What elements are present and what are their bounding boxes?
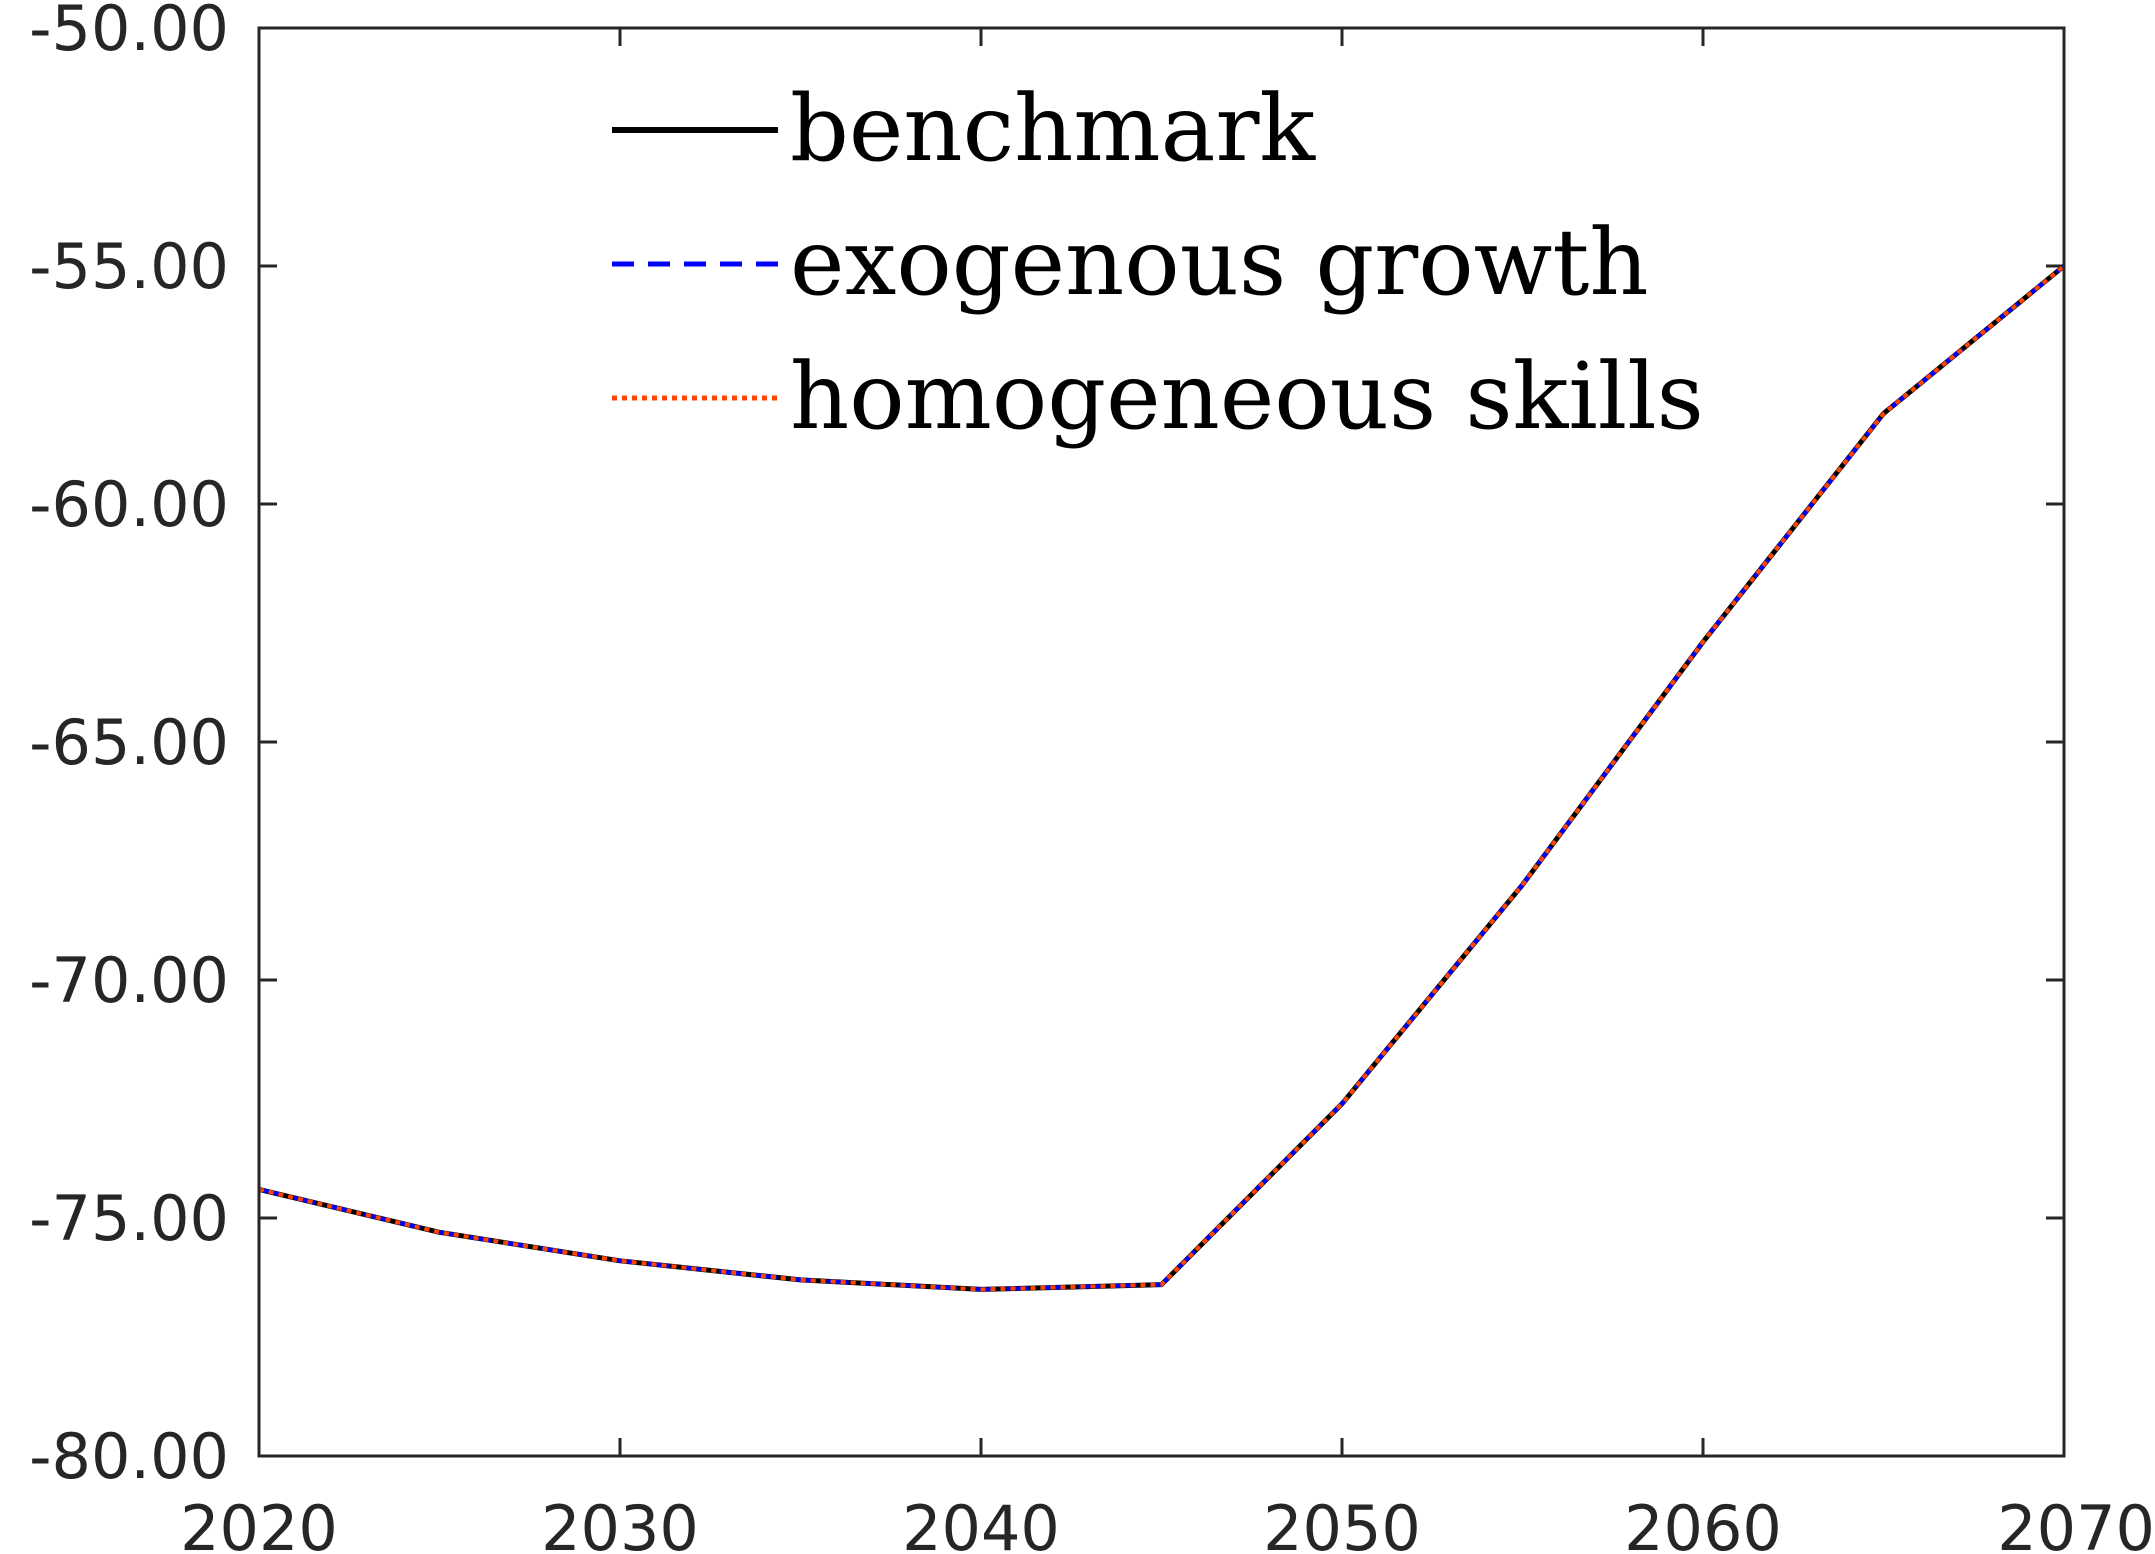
y-tick-label: -60.00: [29, 468, 229, 541]
plot-frame: [257, 26, 2066, 1458]
y-tick-label: -75.00: [29, 1182, 229, 1255]
x-tick-labels: 2020 2030 2040 2050 2060 2070: [180, 1492, 2155, 1554]
series-line-2: [258, 264, 2066, 1292]
x-tick-label: 2030: [541, 1492, 699, 1554]
y-tick-labels: -80.00 -75.00 -70.00 -65.00 -60.00 -55.00 -50.…: [29, 0, 229, 1493]
y-tick-label: -65.00: [29, 706, 229, 779]
plot-area: [259, 28, 2064, 1456]
y-tick-label: -80.00: [29, 1420, 229, 1493]
y-tick-label: -55.00: [29, 230, 229, 303]
x-tick-label: 2040: [902, 1492, 1060, 1554]
x-tick-label: 2070: [1997, 1492, 2155, 1554]
series-group: [258, 264, 2066, 1292]
x-tick-label: 2060: [1624, 1492, 1782, 1554]
y-tick-label: -50.00: [29, 0, 229, 65]
x-tick-label: 2020: [180, 1492, 338, 1554]
legend: benchmark exogenous growth homogeneous ski…: [612, 75, 1704, 450]
y-tick-label: -70.00: [29, 944, 229, 1017]
legend-label-2: homogeneous skills: [790, 343, 1704, 450]
legend-label-1: exogenous growth: [790, 209, 1649, 316]
x-tick-label: 2050: [1263, 1492, 1421, 1554]
legend-label-0: benchmark: [790, 75, 1316, 182]
